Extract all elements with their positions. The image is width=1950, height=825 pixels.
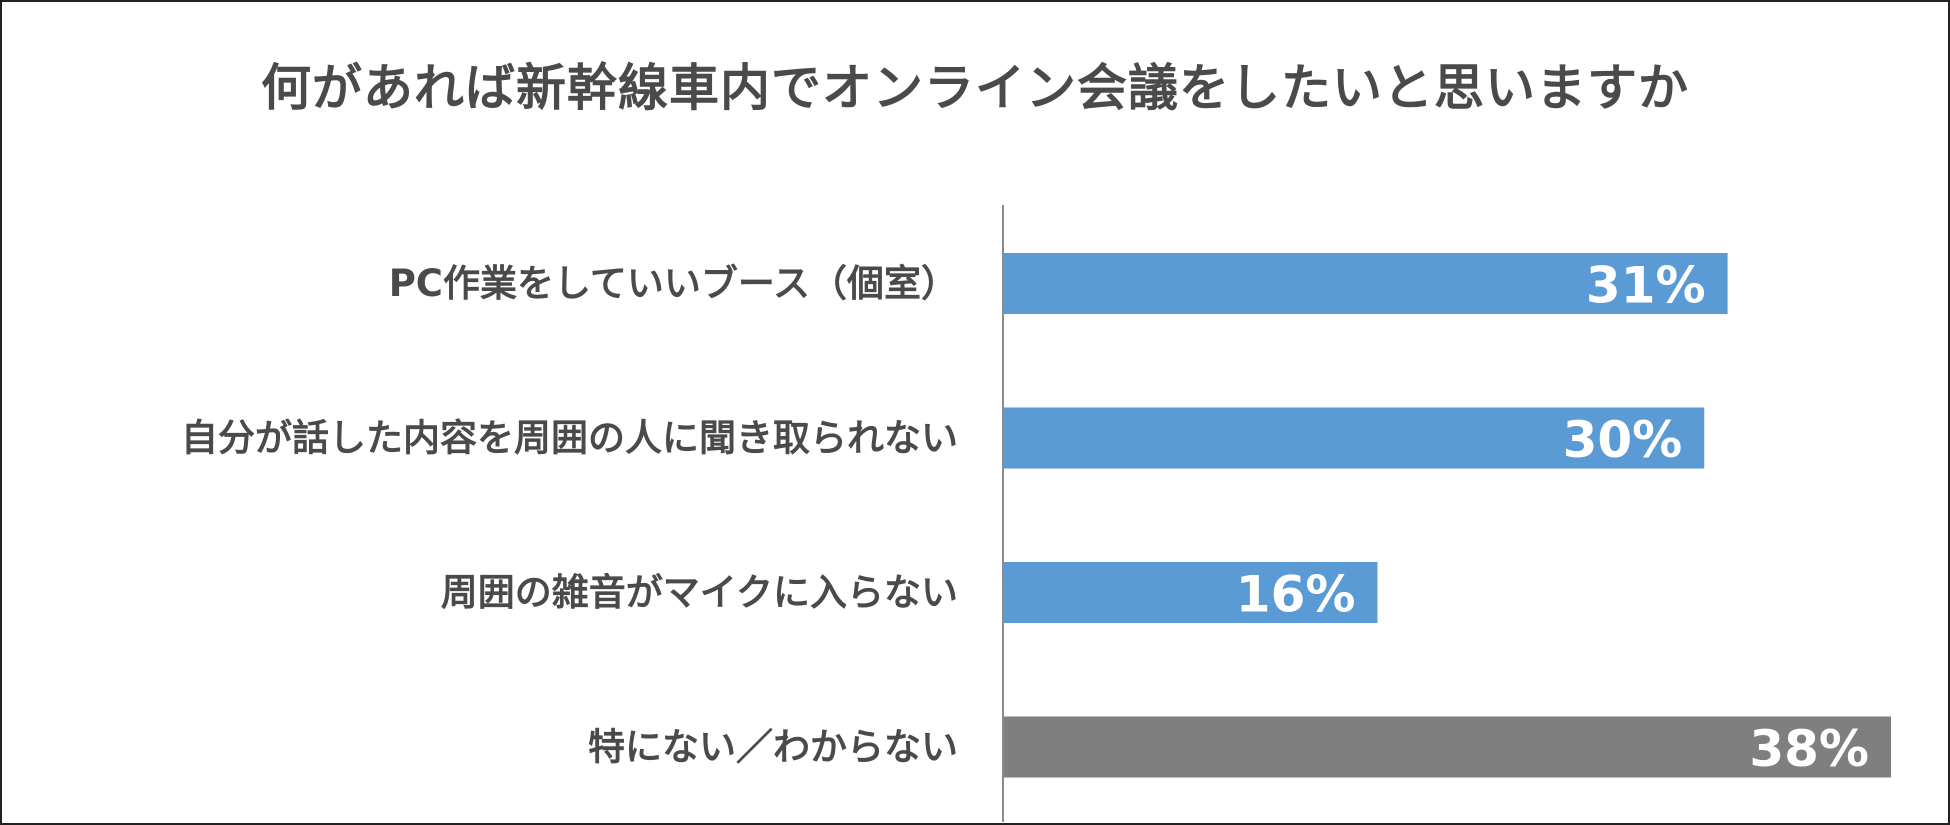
category-label-3: 周囲の雑音がマイクに入らない <box>441 571 958 614</box>
value-label-3: 16% <box>1236 566 1356 624</box>
value-labels-group: 31% 30% 16% 38% <box>1236 257 1869 779</box>
bar-4 <box>1004 716 1891 778</box>
value-label-4: 38% <box>1749 720 1869 778</box>
category-label-2: 自分が話した内容を周囲の人に聞き取られない <box>181 417 958 460</box>
bars-group <box>1004 253 1891 778</box>
category-labels-group: PC作業をしていいブース（個室） 自分が話した内容を周囲の人に聞き取られない周囲の… <box>181 262 958 769</box>
bar-3 <box>1004 562 1378 623</box>
value-label-1: 31% <box>1586 257 1706 315</box>
value-label-2: 30% <box>1563 411 1683 469</box>
bar-2 <box>1004 407 1705 469</box>
chart-title: 何があれば新幹線車内でオンライン会議をしたいと思いますか <box>261 59 1689 117</box>
category-label-4: 特にない／わからない <box>588 726 958 769</box>
category-label-1: PC作業をしていいブース（個室） <box>389 262 958 305</box>
bar-1 <box>1004 253 1728 314</box>
